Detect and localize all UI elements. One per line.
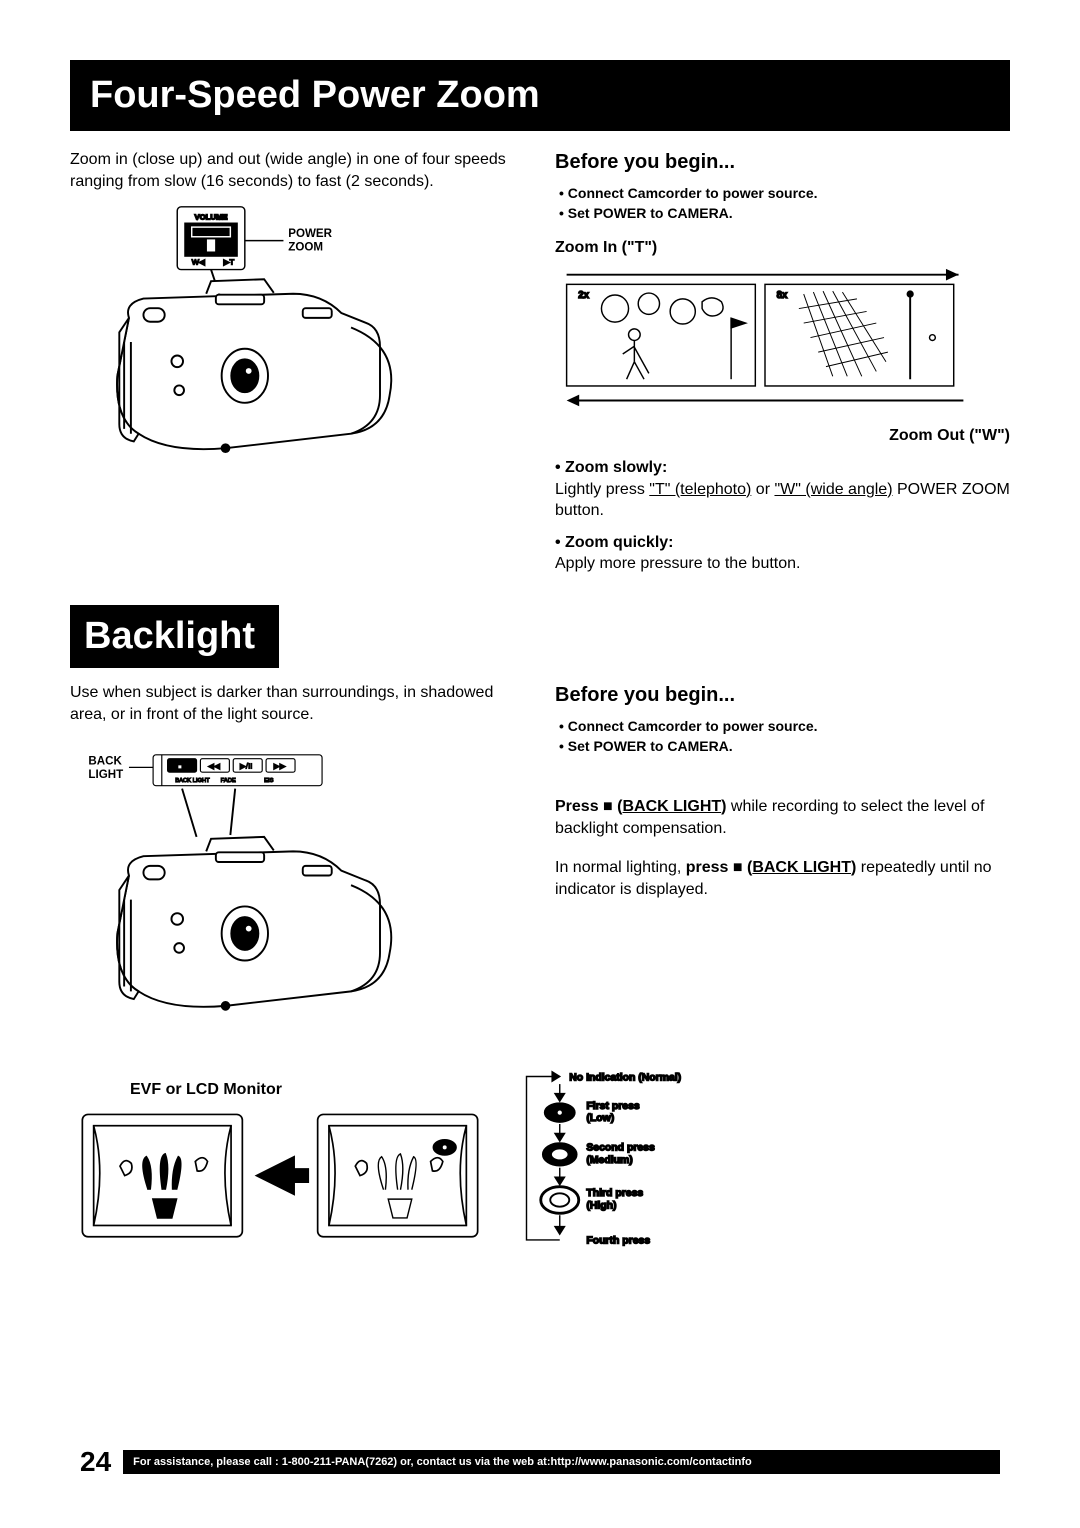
section-title-zoom: Four-Speed Power Zoom <box>70 60 1010 131</box>
zoom-quickly: • Zoom quickly: Apply more pressure to t… <box>555 532 1010 575</box>
svg-text:(Low): (Low) <box>586 1113 614 1124</box>
title-zoom: Four-Speed Power Zoom <box>90 74 990 117</box>
svg-text:First press: First press <box>586 1101 640 1112</box>
evf-diagram <box>70 1105 490 1265</box>
svg-text:No Indication (Normal): No Indication (Normal) <box>569 1072 681 1083</box>
svg-text:8x: 8x <box>777 290 788 301</box>
backlight-left-col: Use when subject is darker than surround… <box>70 682 525 1037</box>
svg-text:Second press: Second press <box>586 1142 655 1153</box>
before-begin-zoom: Before you begin... <box>555 149 1010 176</box>
svg-text:FADE: FADE <box>221 778 236 784</box>
backlight-right-col: Before you begin... • Connect Camcorder … <box>555 682 1010 1037</box>
svg-text:◀◀: ◀◀ <box>208 761 221 770</box>
press-backlight-2: In normal lighting, press ■ (BACK LIGHT)… <box>555 857 1010 900</box>
zoom-in-label: Zoom In ("T") <box>555 237 1010 259</box>
zoom-left-col: Zoom in (close up) and out (wide angle) … <box>70 149 525 575</box>
backlight-columns: Use when subject is darker than surround… <box>70 682 1010 1037</box>
svg-text:EIS: EIS <box>264 778 273 784</box>
evf-label: EVF or LCD Monitor <box>130 1081 490 1099</box>
press-chain-diagram: No Indication (Normal) First press (Low)… <box>510 1067 790 1257</box>
camcorder-illustration-2: ■ ◀◀ ▶/II ▶▶ BACK LIGHT FADE EIS BACK LI… <box>70 750 525 1037</box>
svg-text:BACK: BACK <box>88 756 122 768</box>
svg-text:(Medium): (Medium) <box>586 1155 632 1166</box>
before-begin-backlight: Before you begin... <box>555 682 1010 709</box>
svg-text:VOLUME: VOLUME <box>195 213 228 222</box>
zoom-diagram: 2x 8x <box>555 265 975 415</box>
page-number: 24 <box>80 1446 111 1478</box>
lower-row: EVF or LCD Monitor <box>70 1067 1010 1270</box>
evf-block: EVF or LCD Monitor <box>70 1067 490 1270</box>
bl-before-item-1: • Connect Camcorder to power source. <box>559 717 1010 737</box>
zoom-slowly: • Zoom slowly: Lightly press "T" (teleph… <box>555 457 1010 522</box>
svg-text:■: ■ <box>177 761 182 771</box>
zoom-right-col: Before you begin... • Connect Camcorder … <box>555 149 1010 575</box>
zoom-columns: Zoom in (close up) and out (wide angle) … <box>70 149 1010 575</box>
svg-text:ZOOM: ZOOM <box>288 241 323 253</box>
assistance-bar: For assistance, please call : 1-800-211-… <box>123 1450 1000 1474</box>
footer: 24 For assistance, please call : 1-800-2… <box>80 1446 1000 1478</box>
svg-text:W◀: W◀ <box>192 258 206 267</box>
before-item-1: • Connect Camcorder to power source. <box>559 184 1010 204</box>
bl-before-item-2: • Set POWER to CAMERA. <box>559 737 1010 757</box>
svg-text:LIGHT: LIGHT <box>88 769 123 781</box>
svg-text:(High): (High) <box>586 1200 616 1211</box>
svg-text:Fourth press: Fourth press <box>586 1235 650 1246</box>
zoom-out-label: Zoom Out ("W") <box>555 425 1010 447</box>
svg-text:▶/II: ▶/II <box>240 761 252 770</box>
camcorder-illustration-1: VOLUME W◀ ▶T POWER ZOOM <box>70 202 525 489</box>
svg-text:▶▶: ▶▶ <box>274 761 287 770</box>
press-chain-block: No Indication (Normal) First press (Low)… <box>510 1067 790 1262</box>
backlight-intro: Use when subject is darker than surround… <box>70 682 525 725</box>
title-backlight: Backlight <box>84 615 255 658</box>
svg-text:2x: 2x <box>578 290 589 301</box>
svg-text:BACK LIGHT: BACK LIGHT <box>175 778 210 784</box>
press-backlight-1: Press ■ (BACK LIGHT) while recording to … <box>555 796 1010 839</box>
section-title-backlight: Backlight <box>70 605 279 668</box>
svg-text:Third press: Third press <box>586 1188 643 1199</box>
svg-text:▶T: ▶T <box>224 258 235 267</box>
svg-text:POWER: POWER <box>288 228 332 240</box>
before-item-2: • Set POWER to CAMERA. <box>559 204 1010 224</box>
zoom-intro: Zoom in (close up) and out (wide angle) … <box>70 149 525 192</box>
